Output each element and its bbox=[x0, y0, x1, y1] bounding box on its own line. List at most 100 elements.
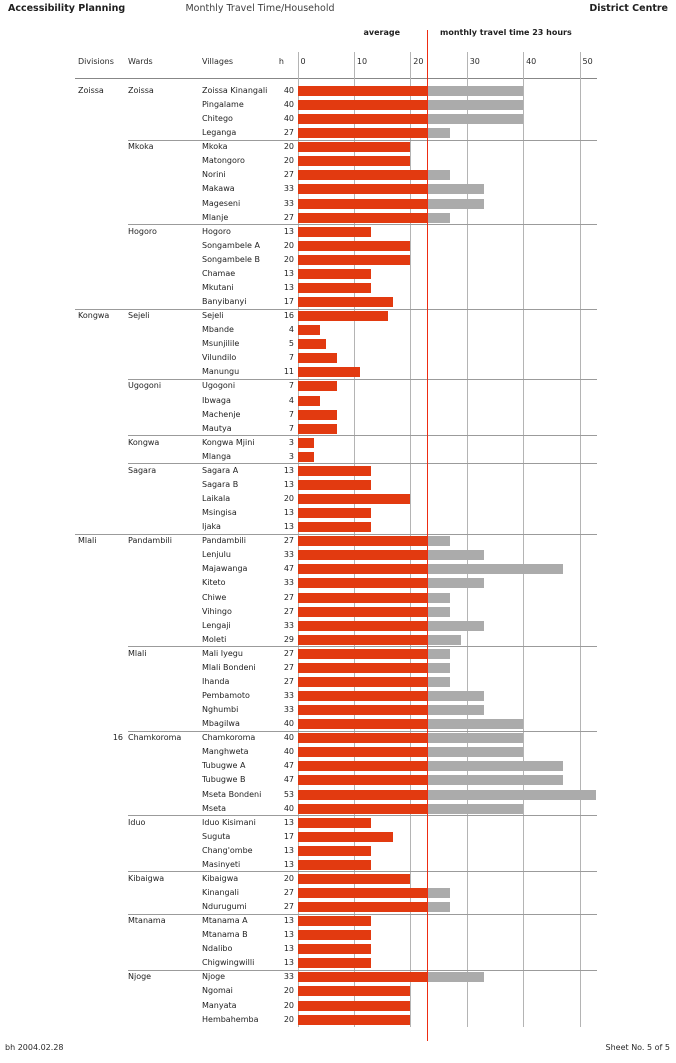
travel-time-bar-excess bbox=[428, 676, 450, 687]
hours-value: 13 bbox=[283, 958, 294, 968]
hours-value: 13 bbox=[283, 522, 294, 532]
ward-separator bbox=[128, 646, 597, 648]
hours-value: 7 bbox=[288, 381, 294, 391]
travel-time-bar-excess bbox=[428, 212, 450, 223]
village-label: Iduo Kisimani bbox=[202, 817, 256, 827]
hours-value: 27 bbox=[283, 676, 294, 686]
village-label: Mlali Bondeni bbox=[202, 662, 256, 672]
village-label: Manungu bbox=[202, 367, 240, 377]
travel-time-bar-within bbox=[298, 282, 371, 293]
hours-value: 33 bbox=[283, 578, 294, 588]
travel-time-bar-excess bbox=[428, 747, 524, 758]
travel-time-bar-excess bbox=[428, 705, 484, 716]
ward-separator bbox=[128, 913, 597, 915]
hours-value: 33 bbox=[283, 705, 294, 715]
hours-value: 20 bbox=[283, 1000, 294, 1010]
travel-time-bar-within bbox=[298, 212, 428, 223]
village-label: Masinyeti bbox=[202, 859, 241, 869]
village-label: Songambele B bbox=[202, 254, 260, 264]
hours-value: 27 bbox=[283, 606, 294, 616]
travel-time-bar-within bbox=[298, 775, 428, 786]
hours-value: 17 bbox=[283, 297, 294, 307]
hours-value: 13 bbox=[283, 479, 294, 489]
hours-value: 47 bbox=[283, 775, 294, 785]
travel-time-bar-excess bbox=[428, 170, 450, 181]
hours-value: 13 bbox=[283, 268, 294, 278]
hours-value: 7 bbox=[288, 409, 294, 419]
village-label: Lenjulu bbox=[202, 550, 231, 560]
village-label: Ijaka bbox=[202, 522, 221, 532]
hours-value: 20 bbox=[283, 142, 294, 152]
travel-time-bar-within bbox=[298, 437, 315, 448]
legend-average-label: average bbox=[363, 28, 400, 37]
travel-time-bar-excess bbox=[428, 620, 484, 631]
village-label: Mautya bbox=[202, 423, 232, 433]
ward-label: Zoissa bbox=[128, 86, 154, 95]
hours-value: 47 bbox=[283, 761, 294, 771]
travel-time-bar-within bbox=[298, 395, 321, 406]
ward-label: Sagara bbox=[128, 465, 157, 475]
hours-value: 13 bbox=[283, 916, 294, 926]
ward-label: Chamkoroma bbox=[128, 733, 182, 743]
travel-time-bar-within bbox=[298, 761, 428, 772]
hours-value: 13 bbox=[283, 282, 294, 292]
ward-label: Iduo bbox=[128, 817, 146, 827]
travel-time-bar-excess bbox=[428, 761, 563, 772]
travel-time-bar-within bbox=[298, 620, 428, 631]
village-label: Ndurugumi bbox=[202, 902, 247, 912]
axis-tick-label: 10 bbox=[356, 57, 368, 66]
axis-gridline bbox=[579, 52, 581, 1027]
travel-time-bar-within bbox=[298, 156, 411, 167]
axis-tick-label: 30 bbox=[469, 57, 480, 66]
hours-value: 27 bbox=[283, 902, 294, 912]
legend-threshold-label: monthly travel time 23 hours bbox=[440, 28, 572, 37]
hours-value: 53 bbox=[283, 789, 294, 799]
travel-time-bar-within bbox=[298, 944, 371, 955]
village-label: Banyibanyi bbox=[202, 297, 247, 307]
hours-value: 40 bbox=[283, 86, 294, 95]
ward-label: Mlali bbox=[128, 648, 147, 658]
travel-time-bar-excess bbox=[428, 691, 484, 701]
travel-time-bar-within bbox=[298, 451, 315, 462]
travel-time-bar-within bbox=[298, 409, 337, 420]
hours-value: 40 bbox=[283, 114, 294, 124]
travel-time-bar-within bbox=[298, 1000, 411, 1011]
hours-value: 47 bbox=[283, 564, 294, 574]
footer-note: bh 2004.02.28 bbox=[5, 1043, 64, 1052]
travel-time-bar-within bbox=[298, 845, 371, 856]
hours-value: 27 bbox=[283, 536, 294, 546]
travel-time-bar-within bbox=[298, 226, 371, 237]
village-label: Pingalame bbox=[202, 100, 244, 110]
hours-value: 7 bbox=[288, 423, 294, 433]
village-label: Chamkoroma bbox=[202, 733, 256, 743]
travel-time-bar-within bbox=[298, 705, 428, 716]
hours-value: 27 bbox=[283, 592, 294, 602]
ward-label: Hogoro bbox=[128, 226, 157, 236]
village-label: Chitego bbox=[202, 114, 233, 124]
travel-time-bar-excess bbox=[428, 592, 450, 603]
travel-time-bar-within bbox=[298, 508, 371, 519]
village-label: Mageseni bbox=[202, 198, 241, 208]
travel-time-bar-within bbox=[298, 930, 371, 941]
village-label: Majawanga bbox=[202, 564, 248, 574]
village-label: Leganga bbox=[202, 128, 237, 138]
hours-value: 13 bbox=[283, 465, 294, 475]
village-label: Tubugwe B bbox=[202, 775, 246, 785]
travel-time-bar-excess bbox=[428, 86, 524, 96]
village-label: Mseta bbox=[202, 803, 227, 813]
ward-separator bbox=[128, 463, 597, 465]
ward-label: Mtanama bbox=[128, 916, 166, 926]
hours-value: 33 bbox=[283, 972, 294, 982]
travel-time-bar-within bbox=[298, 859, 371, 870]
travel-time-bar-within bbox=[298, 606, 428, 617]
travel-time-bar-within bbox=[298, 733, 428, 744]
travel-time-bar-within bbox=[298, 958, 371, 969]
travel-time-bar-within bbox=[298, 634, 428, 645]
axis-gridline bbox=[523, 52, 525, 1027]
hours-value: 17 bbox=[283, 831, 294, 841]
hours-value: 27 bbox=[283, 212, 294, 222]
ward-separator bbox=[128, 815, 597, 817]
travel-time-bar-within bbox=[298, 887, 428, 898]
column-header-divisions: Divisions bbox=[78, 57, 114, 66]
